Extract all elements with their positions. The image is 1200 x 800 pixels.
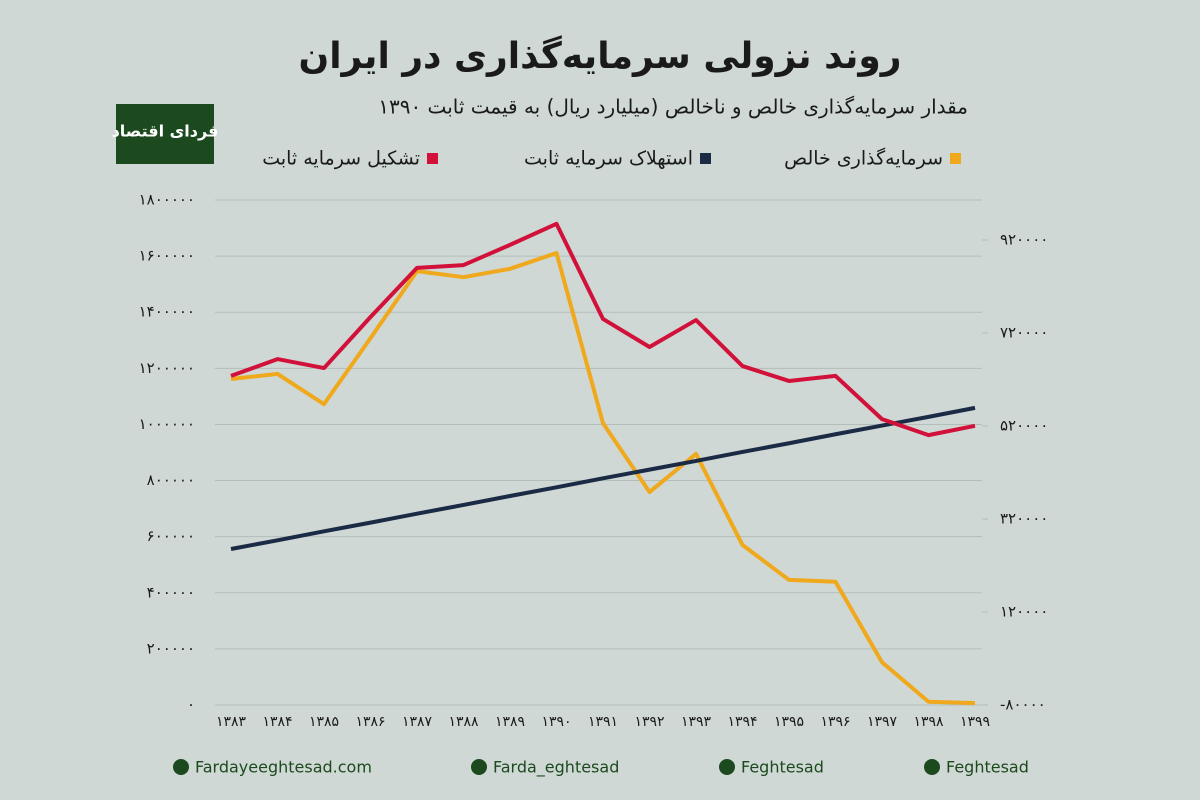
x-tick-label: ۱۳۹۳	[681, 714, 712, 730]
footer-icon	[173, 759, 189, 775]
x-tick-label: ۱۳۹۱	[588, 714, 618, 730]
y-tick-label: ۴۰۰۰۰۰	[147, 583, 195, 601]
y-tick-label: ۱۴۰۰۰۰۰	[139, 303, 195, 321]
legend-swatch	[950, 153, 961, 164]
chart-title: روند نزولی سرمایه‌گذاری در ایران	[298, 35, 901, 77]
y2-tick-label: ۷۲۰۰۰۰	[1000, 323, 1048, 341]
x-tick-label: ۱۳۹۰	[541, 714, 571, 730]
x-tick-label: ۱۳۹۸	[913, 714, 944, 730]
x-tick-label: ۱۳۸۷	[402, 714, 433, 730]
logo: فردای اقتصاد	[112, 122, 219, 141]
y-tick-label: ۱۲۰۰۰۰۰	[139, 359, 195, 377]
series-line	[230, 405, 976, 551]
footer-icon	[471, 759, 487, 775]
x-tick-label: ۱۳۹۵	[774, 714, 804, 730]
legend-label: تشکیل سرمایه ثابت	[262, 148, 420, 170]
footer-text: Farda_eghtesad	[493, 758, 619, 778]
x-tick-label: ۱۳۹۴	[727, 714, 757, 730]
y-tick-label: ۱۰۰۰۰۰۰	[139, 415, 195, 433]
y-tick-label: ۱۶۰۰۰۰۰	[139, 247, 195, 265]
x-tick-label: ۱۳۹۲	[634, 714, 664, 730]
x-tick-label: ۱۳۸۹	[495, 714, 525, 730]
x-tick-label: ۱۳۹۹	[960, 714, 990, 730]
y2-tick-label: ۵۲۰۰۰۰	[1000, 416, 1048, 434]
legend-label: استهلاک سرمایه ثابت	[524, 148, 693, 170]
y2-tick-label: -۸۰۰۰۰	[1000, 696, 1046, 714]
x-tick-label: ۱۳۹۷	[867, 714, 898, 730]
y-tick-label: ۸۰۰۰۰۰	[147, 471, 195, 489]
y-tick-label: ۰	[187, 696, 195, 714]
footer-text: Feghtesad	[946, 758, 1029, 777]
footer-text: Feghtesad	[741, 758, 824, 777]
footer-text: Fardayeeghtesad.com	[195, 758, 372, 777]
y2-tick-label: ۳۲۰۰۰۰	[1000, 509, 1048, 527]
y-tick-label: ۶۰۰۰۰۰	[147, 527, 195, 545]
legend-swatch	[427, 153, 438, 164]
y-tick-label: ۱۸۰۰۰۰۰	[139, 191, 195, 209]
x-tick-label: ۱۳۹۶	[820, 714, 850, 730]
x-tick-label: ۱۳۸۸	[448, 714, 479, 730]
footer-icon	[719, 759, 735, 775]
y2-tick-label: ۹۲۰۰۰۰	[1000, 230, 1048, 248]
legend-swatch	[700, 153, 711, 164]
legend-label: سرمایه‌گذاری خالص	[784, 147, 943, 170]
series-line	[230, 221, 976, 438]
x-tick-label: ۱۳۸۶	[355, 714, 385, 730]
y2-tick-label: ۱۲۰۰۰۰	[1000, 602, 1048, 620]
x-tick-label: ۱۳۸۴	[262, 714, 292, 730]
y-tick-label: ۲۰۰۰۰۰	[147, 639, 195, 657]
logo-box	[116, 104, 214, 164]
footer-icon	[924, 759, 940, 775]
x-tick-label: ۱۳۸۳	[216, 714, 247, 730]
x-tick-label: ۱۳۸۵	[309, 714, 339, 730]
chart-subtitle: مقدار سرمایه‌گذاری خالص و ناخالص (میلیار…	[378, 95, 968, 119]
series-line	[230, 251, 976, 706]
